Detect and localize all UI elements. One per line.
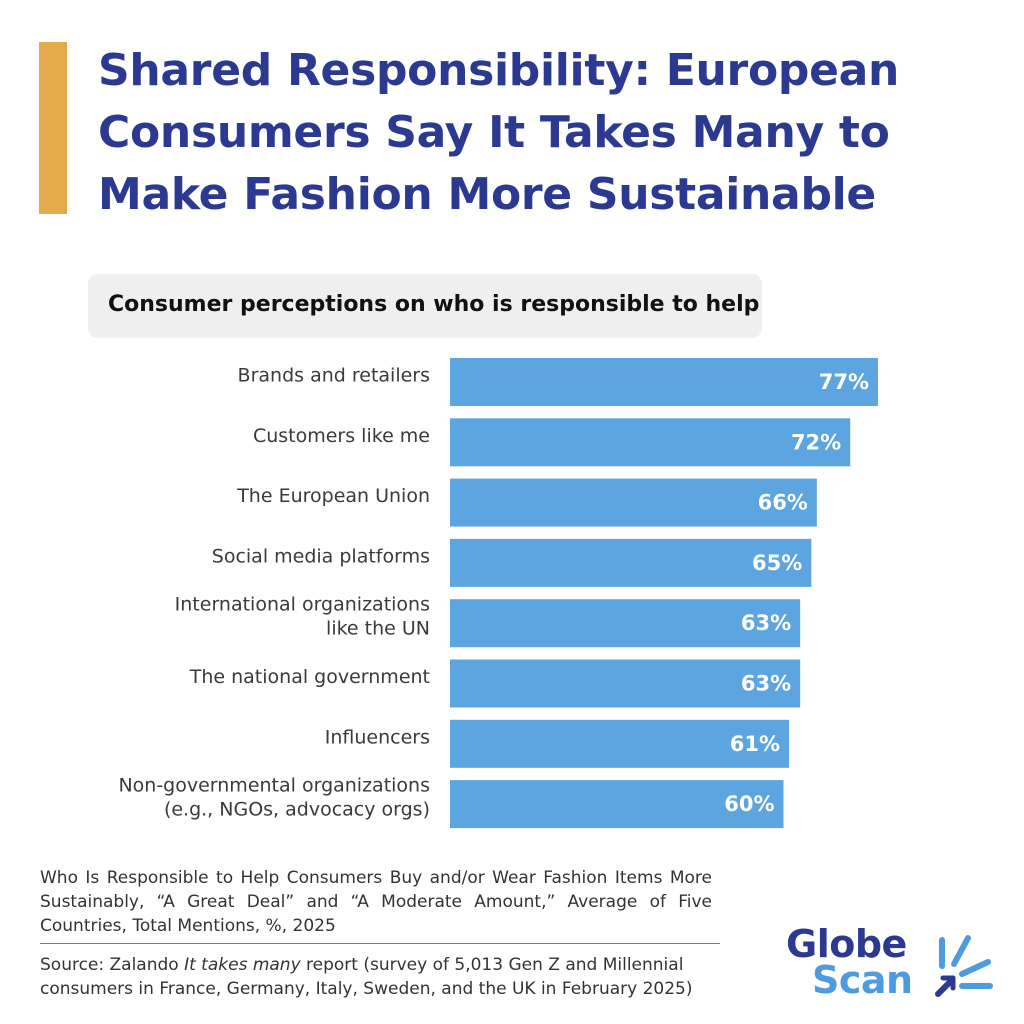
bar: [450, 719, 790, 768]
category-label: International organizations like the UN: [175, 594, 430, 640]
source-note: Source: Zalando It takes many report (su…: [40, 953, 730, 1001]
bar: [450, 538, 812, 587]
category-label: Customers like me: [253, 425, 430, 447]
bar-value-label: 60%: [724, 792, 774, 816]
bar: [450, 358, 878, 406]
bar-chart: 77% Brands and retailers 72% Customers like…: [118, 358, 878, 829]
logo-wordmark: Globe Scan: [786, 925, 913, 1002]
category-label: The national government: [189, 666, 430, 688]
source-suffix: report (survey of 5,013 Gen Z and Millen…: [40, 955, 693, 999]
footer-divider: [40, 943, 720, 944]
bar-value-label: 61%: [730, 732, 780, 756]
chart-subtitle: Consumer perceptions on who is responsib…: [108, 292, 760, 317]
globescan-logo: Globe Scan: [786, 925, 996, 1002]
source-prefix: Source: Zalando: [40, 955, 185, 975]
bar-value-label: 63%: [741, 672, 791, 696]
bar: [450, 478, 817, 527]
category-label: Influencers: [325, 726, 430, 748]
page-title: Shared Responsibility: European Consumer…: [98, 45, 900, 220]
logo-line-1: Globe: [786, 922, 907, 966]
bar-value-label: 66%: [758, 491, 808, 515]
category-label: Social media platforms: [212, 545, 430, 567]
bar-value-label: 77%: [819, 370, 869, 394]
category-label: Non-governmental organizations (e.g., NGO…: [118, 775, 430, 821]
bar: [450, 780, 784, 829]
subtitle-box: Consumer perceptions on who is responsib…: [88, 274, 762, 338]
bar-value-label: 63%: [741, 611, 791, 635]
bar-value-label: 65%: [752, 551, 802, 575]
source-report-title: It takes many: [184, 955, 301, 975]
logo-line-2: Scan: [812, 958, 913, 1002]
category-label: The European Union: [236, 485, 430, 507]
bar: [450, 659, 801, 708]
category-label: Brands and retailers: [238, 365, 430, 387]
bar-value-label: 72%: [791, 430, 841, 454]
logo-burst-icon: [935, 935, 993, 997]
bar: [450, 599, 801, 648]
title-accent-bar: [39, 42, 67, 214]
chart-note: Who Is Responsible to Help Consumers Buy…: [40, 868, 712, 936]
bar: [450, 418, 851, 467]
